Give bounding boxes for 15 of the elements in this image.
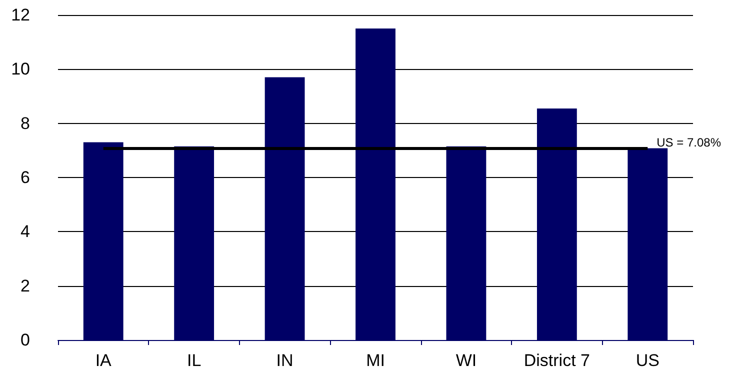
y-tick-label: 0	[20, 330, 30, 350]
y-tick-label: 2	[20, 276, 30, 296]
x-tick-label: IN	[276, 351, 294, 370]
x-tick-label: District 7	[524, 351, 590, 370]
y-tick-label: 6	[20, 168, 30, 187]
x-tick-label: US	[636, 351, 660, 370]
x-tick-label: IA	[95, 351, 112, 370]
x-tick-label: IL	[186, 351, 202, 370]
y-tick-label: 10	[11, 60, 30, 79]
x-tick-label: WI	[456, 351, 477, 370]
ref-line-label: US = 7.08%	[656, 135, 722, 150]
y-tick-label: 12	[11, 6, 30, 24]
x-tick-label: MI	[366, 351, 385, 370]
y-tick-label: 8	[20, 114, 30, 133]
y-tick-label: 4	[20, 222, 30, 242]
